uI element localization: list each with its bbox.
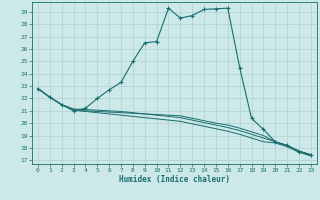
- X-axis label: Humidex (Indice chaleur): Humidex (Indice chaleur): [119, 175, 230, 184]
